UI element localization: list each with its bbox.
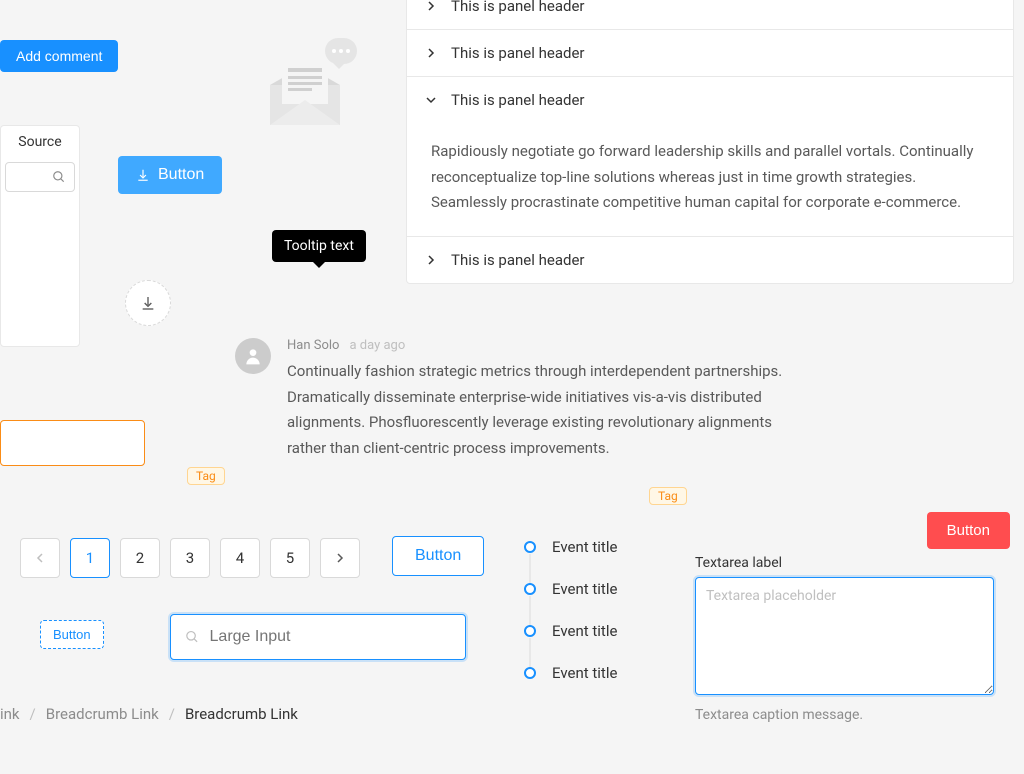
timeline-item: Event title xyxy=(524,580,617,622)
pagination-page[interactable]: 1 xyxy=(70,538,110,578)
primary-button-label: Button xyxy=(158,166,204,184)
timeline-item: Event title xyxy=(524,538,617,580)
download-icon xyxy=(140,295,156,311)
download-button[interactable] xyxy=(125,280,171,326)
textarea-input[interactable] xyxy=(695,577,994,695)
large-input-field[interactable] xyxy=(210,628,451,646)
search-icon xyxy=(185,629,200,645)
timeline-label: Event title xyxy=(552,580,617,598)
primary-button[interactable]: Button xyxy=(118,156,222,194)
timeline-dot-icon xyxy=(524,583,536,595)
timeline-item: Event title xyxy=(524,622,617,664)
large-input[interactable] xyxy=(170,614,466,660)
timeline-item: Event title xyxy=(524,664,617,682)
timeline-label: Event title xyxy=(552,664,617,682)
breadcrumb-separator: / xyxy=(169,705,175,723)
breadcrumb-link[interactable]: ink xyxy=(0,705,20,723)
add-comment-button[interactable]: Add comment xyxy=(0,40,118,72)
accordion-panel: This is panel header Rapidiously negotia… xyxy=(407,76,1013,236)
timeline-dot-icon xyxy=(524,625,536,637)
comment: Han Solo a day ago Continually fashion s… xyxy=(235,338,795,461)
tag[interactable]: Tag xyxy=(649,487,687,505)
dashed-button[interactable]: Button xyxy=(40,620,104,649)
avatar xyxy=(235,338,271,374)
pagination-page[interactable]: 4 xyxy=(220,538,260,578)
comment-body: Continually fashion strategic metrics th… xyxy=(287,359,795,461)
pagination-next[interactable] xyxy=(320,538,360,578)
pagination: 1 2 3 4 5 xyxy=(20,538,360,578)
panel-body: Rapidiously negotiate go forward leaders… xyxy=(407,123,1013,236)
panel-header[interactable]: This is panel header xyxy=(407,0,1013,29)
chevron-right-icon xyxy=(425,47,437,59)
download-icon xyxy=(136,168,150,182)
danger-button[interactable]: Button xyxy=(927,512,1010,549)
panel-header[interactable]: This is panel header xyxy=(407,30,1013,76)
textarea-caption: Textarea caption message. xyxy=(695,707,994,723)
panel-header[interactable]: This is panel header xyxy=(407,237,1013,283)
chevron-right-icon xyxy=(425,254,437,266)
accordion-panel: This is panel header xyxy=(407,29,1013,76)
textarea-label: Textarea label xyxy=(695,555,994,571)
accordion-panel: This is panel header xyxy=(407,236,1013,283)
breadcrumb: ink / Breadcrumb Link / Breadcrumb Link xyxy=(0,705,298,723)
textarea-field: Textarea label Textarea caption message. xyxy=(695,555,994,723)
timeline-label: Event title xyxy=(552,538,617,556)
timeline-dot-icon xyxy=(524,667,536,679)
chevron-left-icon xyxy=(34,552,46,564)
panel-title: This is panel header xyxy=(451,251,585,269)
breadcrumb-current: Breadcrumb Link xyxy=(185,705,298,723)
pagination-page[interactable]: 3 xyxy=(170,538,210,578)
panel-title: This is panel header xyxy=(451,44,585,62)
user-icon xyxy=(243,346,263,366)
comment-time: a day ago xyxy=(349,338,405,353)
breadcrumb-link[interactable]: Breadcrumb Link xyxy=(46,705,159,723)
chevron-down-icon xyxy=(425,94,437,106)
chat-bubble-icon xyxy=(325,38,357,64)
panel-header[interactable]: This is panel header xyxy=(407,77,1013,123)
source-search-input[interactable] xyxy=(5,162,75,192)
warning-input[interactable] xyxy=(0,420,145,466)
timeline-dot-icon xyxy=(524,541,536,553)
pagination-prev[interactable] xyxy=(20,538,60,578)
source-card: Source xyxy=(0,125,80,347)
breadcrumb-separator: / xyxy=(30,705,36,723)
chevron-right-icon xyxy=(334,552,346,564)
pagination-page[interactable]: 5 xyxy=(270,538,310,578)
panel-title: This is panel header xyxy=(451,0,585,15)
tooltip: Tooltip text xyxy=(272,230,366,262)
timeline-label: Event title xyxy=(552,622,617,640)
chevron-right-icon xyxy=(425,0,437,12)
source-label: Source xyxy=(1,134,79,158)
outline-button[interactable]: Button xyxy=(392,536,484,576)
tag[interactable]: Tag xyxy=(187,467,225,485)
pagination-page[interactable]: 2 xyxy=(120,538,160,578)
timeline: Event title Event title Event title Even… xyxy=(524,538,617,682)
accordion-panel: This is panel header xyxy=(407,0,1013,29)
search-icon xyxy=(52,170,66,184)
accordion: This is panel header This is panel heade… xyxy=(406,0,1014,284)
panel-title: This is panel header xyxy=(451,91,585,109)
comment-author: Han Solo xyxy=(287,338,339,353)
